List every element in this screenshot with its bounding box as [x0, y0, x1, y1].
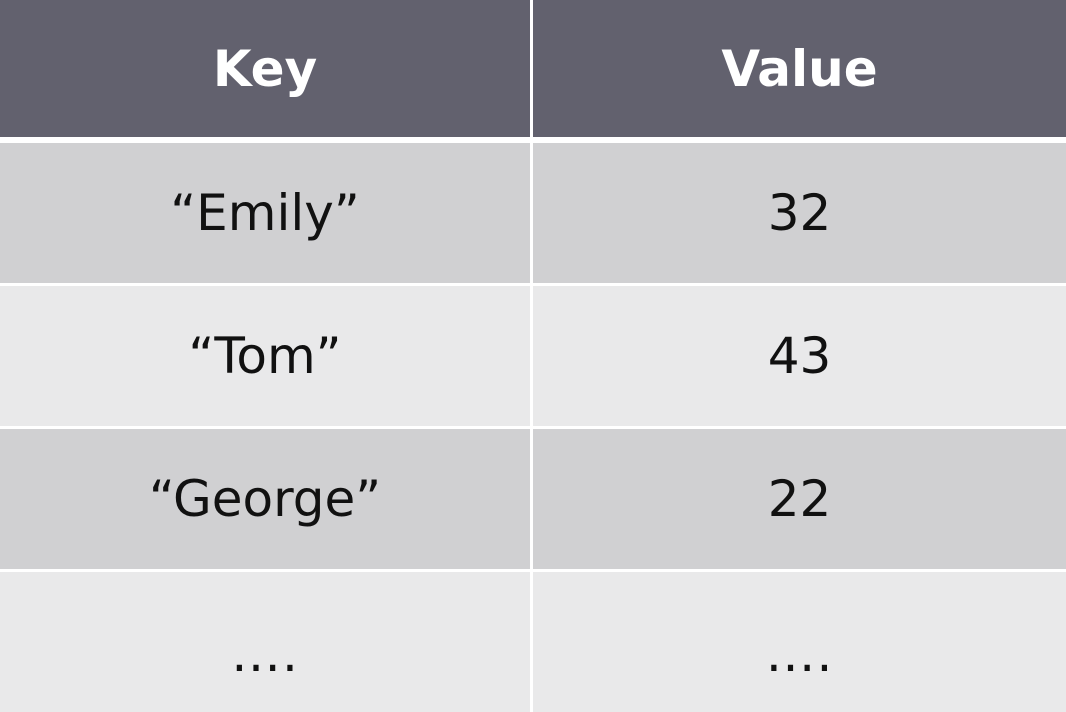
table-row: “George” 22 — [0, 429, 1066, 572]
ellipsis-text: …. — [765, 625, 834, 683]
key-cell: “George” — [0, 429, 533, 572]
key-column-header: Key — [0, 0, 533, 143]
table-row: “Emily” 32 — [0, 143, 1066, 286]
value-cell: 32 — [533, 143, 1066, 286]
table-row: “Tom” 43 — [0, 286, 1066, 429]
key-cell: “Emily” — [0, 143, 533, 286]
value-cell-ellipsis: …. — [533, 572, 1066, 712]
table-body: “Emily” 32 “Tom” 43 “George” 22 …. …. — [0, 143, 1066, 712]
table-row: …. …. — [0, 572, 1066, 712]
ellipsis-text: …. — [231, 625, 299, 683]
value-cell: 22 — [533, 429, 1066, 572]
key-cell-ellipsis: …. — [0, 572, 533, 712]
value-cell: 43 — [533, 286, 1066, 429]
key-cell: “Tom” — [0, 286, 533, 429]
value-column-header: Value — [533, 0, 1066, 143]
header-row: Key Value — [0, 0, 1066, 143]
table-header: Key Value — [0, 0, 1066, 143]
